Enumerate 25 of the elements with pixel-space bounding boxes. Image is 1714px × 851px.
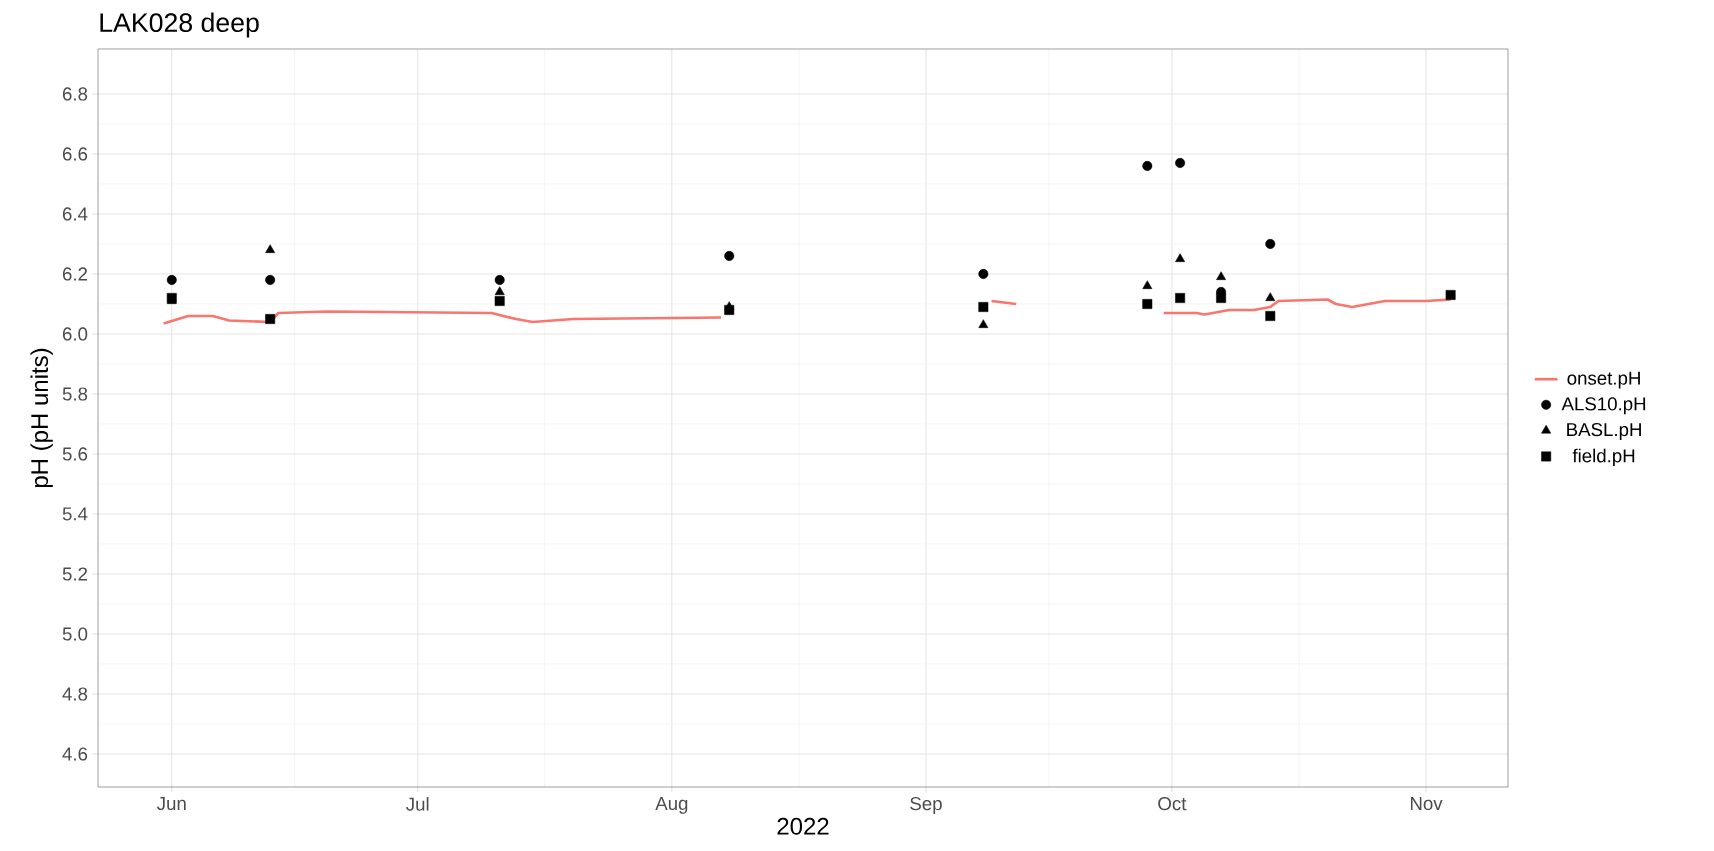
y-tick-label: 5.2 [62, 567, 88, 581]
y-tick-label: 4.8 [62, 687, 88, 701]
y-tick-label: 5.4 [62, 507, 88, 521]
y-tick-label: 6.8 [62, 87, 88, 101]
y-tick-label: 5.0 [62, 627, 88, 641]
y-tick-label: 4.6 [62, 747, 88, 761]
y-tick-label: 5.8 [62, 387, 88, 401]
x-tick-label: Aug [655, 797, 688, 814]
x-tick-label: Nov [1410, 797, 1443, 811]
legend-label: BASL.pH [1567, 422, 1641, 440]
y-tick-label: 5.6 [62, 447, 88, 461]
x-tick-label: Jun [157, 797, 186, 811]
y-tick-label: 6.0 [62, 327, 88, 341]
legend-label: onset.pH [1567, 371, 1640, 389]
y-axis-title: pH (pH units) [30, 348, 53, 488]
y-tick-label: 6.6 [62, 147, 88, 161]
x-tick-label: Jul [406, 797, 429, 811]
chart-title: LAK028 deep [100, 12, 259, 38]
legend-label: ALS10.pH [1561, 397, 1646, 415]
legend-label: field.pH [1572, 448, 1635, 467]
x-axis-title: 2022 [777, 817, 829, 835]
y-tick-label: 6.2 [62, 267, 88, 281]
x-tick-label: Sep [910, 797, 942, 814]
y-tick-label: 6.4 [62, 207, 88, 221]
x-tick-label: Oct [1158, 797, 1187, 811]
